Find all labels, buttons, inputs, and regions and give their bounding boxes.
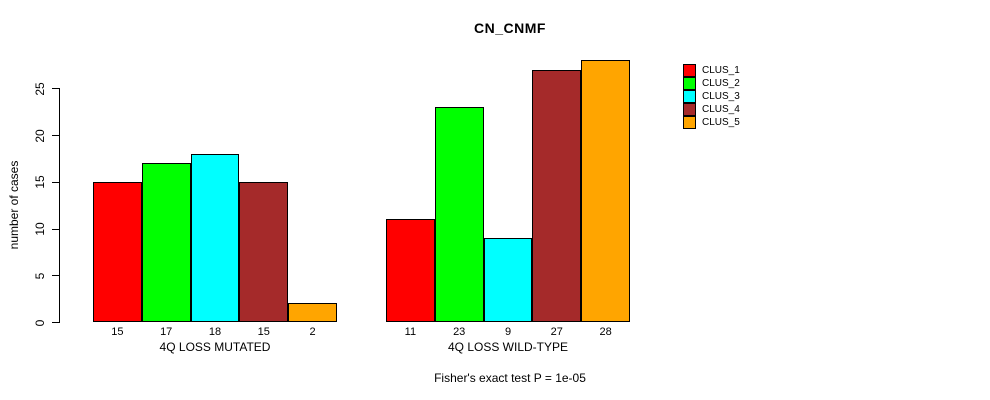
y-axis-tick-label: 15 [33, 175, 47, 189]
bar-value-label: 9 [504, 326, 512, 338]
bar-clus_5-group2 [581, 60, 630, 322]
chart-title: CN_CNMF [474, 20, 546, 36]
bar-value-label: 2 [309, 326, 316, 338]
legend-item-label: CLUS_1 [702, 65, 740, 76]
legend-item-label: CLUS_3 [702, 91, 740, 102]
y-axis-tick-label: 5 [33, 272, 47, 280]
bar-clus_4-group1 [239, 181, 289, 322]
bar-clus_1-group1 [93, 181, 142, 322]
legend-color-swatch [683, 103, 696, 116]
legend-item: CLUS_1 [683, 64, 740, 77]
fisher-test-annotation: Fisher's exact test P = 1e-05 [434, 371, 586, 385]
bar-value-label: 28 [599, 326, 612, 338]
y-axis-tick [52, 322, 59, 323]
bar-clus_3-group1 [190, 153, 240, 322]
y-axis-tick [52, 181, 59, 183]
legend-color-swatch [683, 64, 696, 77]
legend-color-swatch [683, 90, 696, 103]
legend-item: CLUS_4 [683, 103, 740, 116]
bar-value-label: 18 [208, 326, 222, 338]
y-axis-tick-label: 20 [33, 128, 47, 143]
y-axis-tick-label: 25 [33, 82, 47, 96]
bar-value-label: 27 [550, 326, 563, 338]
x-axis-group-label: 4Q LOSS MUTATED [159, 340, 271, 354]
x-axis-group-label: 4Q LOSS WILD-TYPE [447, 340, 569, 354]
bar-clus_5-group1 [288, 303, 337, 322]
y-axis-tick-label: 0 [33, 319, 47, 326]
bar-value-label: 17 [160, 326, 173, 338]
legend-item: CLUS_5 [683, 116, 740, 129]
legend-item-label: CLUS_2 [702, 78, 740, 89]
bar-clus_3-group2 [483, 237, 533, 322]
y-axis-label: number of cases [7, 160, 21, 250]
legend-item: CLUS_3 [683, 90, 740, 103]
bar-value-label: 11 [404, 326, 417, 338]
bar-clus_2-group1 [141, 163, 191, 322]
y-axis-line [59, 88, 60, 323]
y-axis-tick [52, 88, 59, 90]
bar-value-label: 15 [257, 326, 270, 338]
y-axis-tick [52, 228, 59, 230]
y-axis-tick-label: 10 [33, 222, 47, 236]
bar-clus_4-group2 [532, 69, 582, 322]
legend-color-swatch [683, 77, 696, 90]
bar-value-label: 15 [111, 326, 124, 338]
y-axis-tick [52, 135, 59, 136]
legend-item-label: CLUS_5 [702, 117, 740, 128]
bar-clus_2-group2 [434, 106, 484, 322]
legend-color-swatch [683, 116, 696, 129]
legend-item-label: CLUS_4 [702, 104, 740, 115]
bar-value-label: 23 [453, 326, 466, 338]
bar-clus_1-group2 [386, 219, 435, 322]
y-axis-tick [52, 275, 59, 277]
legend-item: CLUS_2 [683, 77, 740, 90]
